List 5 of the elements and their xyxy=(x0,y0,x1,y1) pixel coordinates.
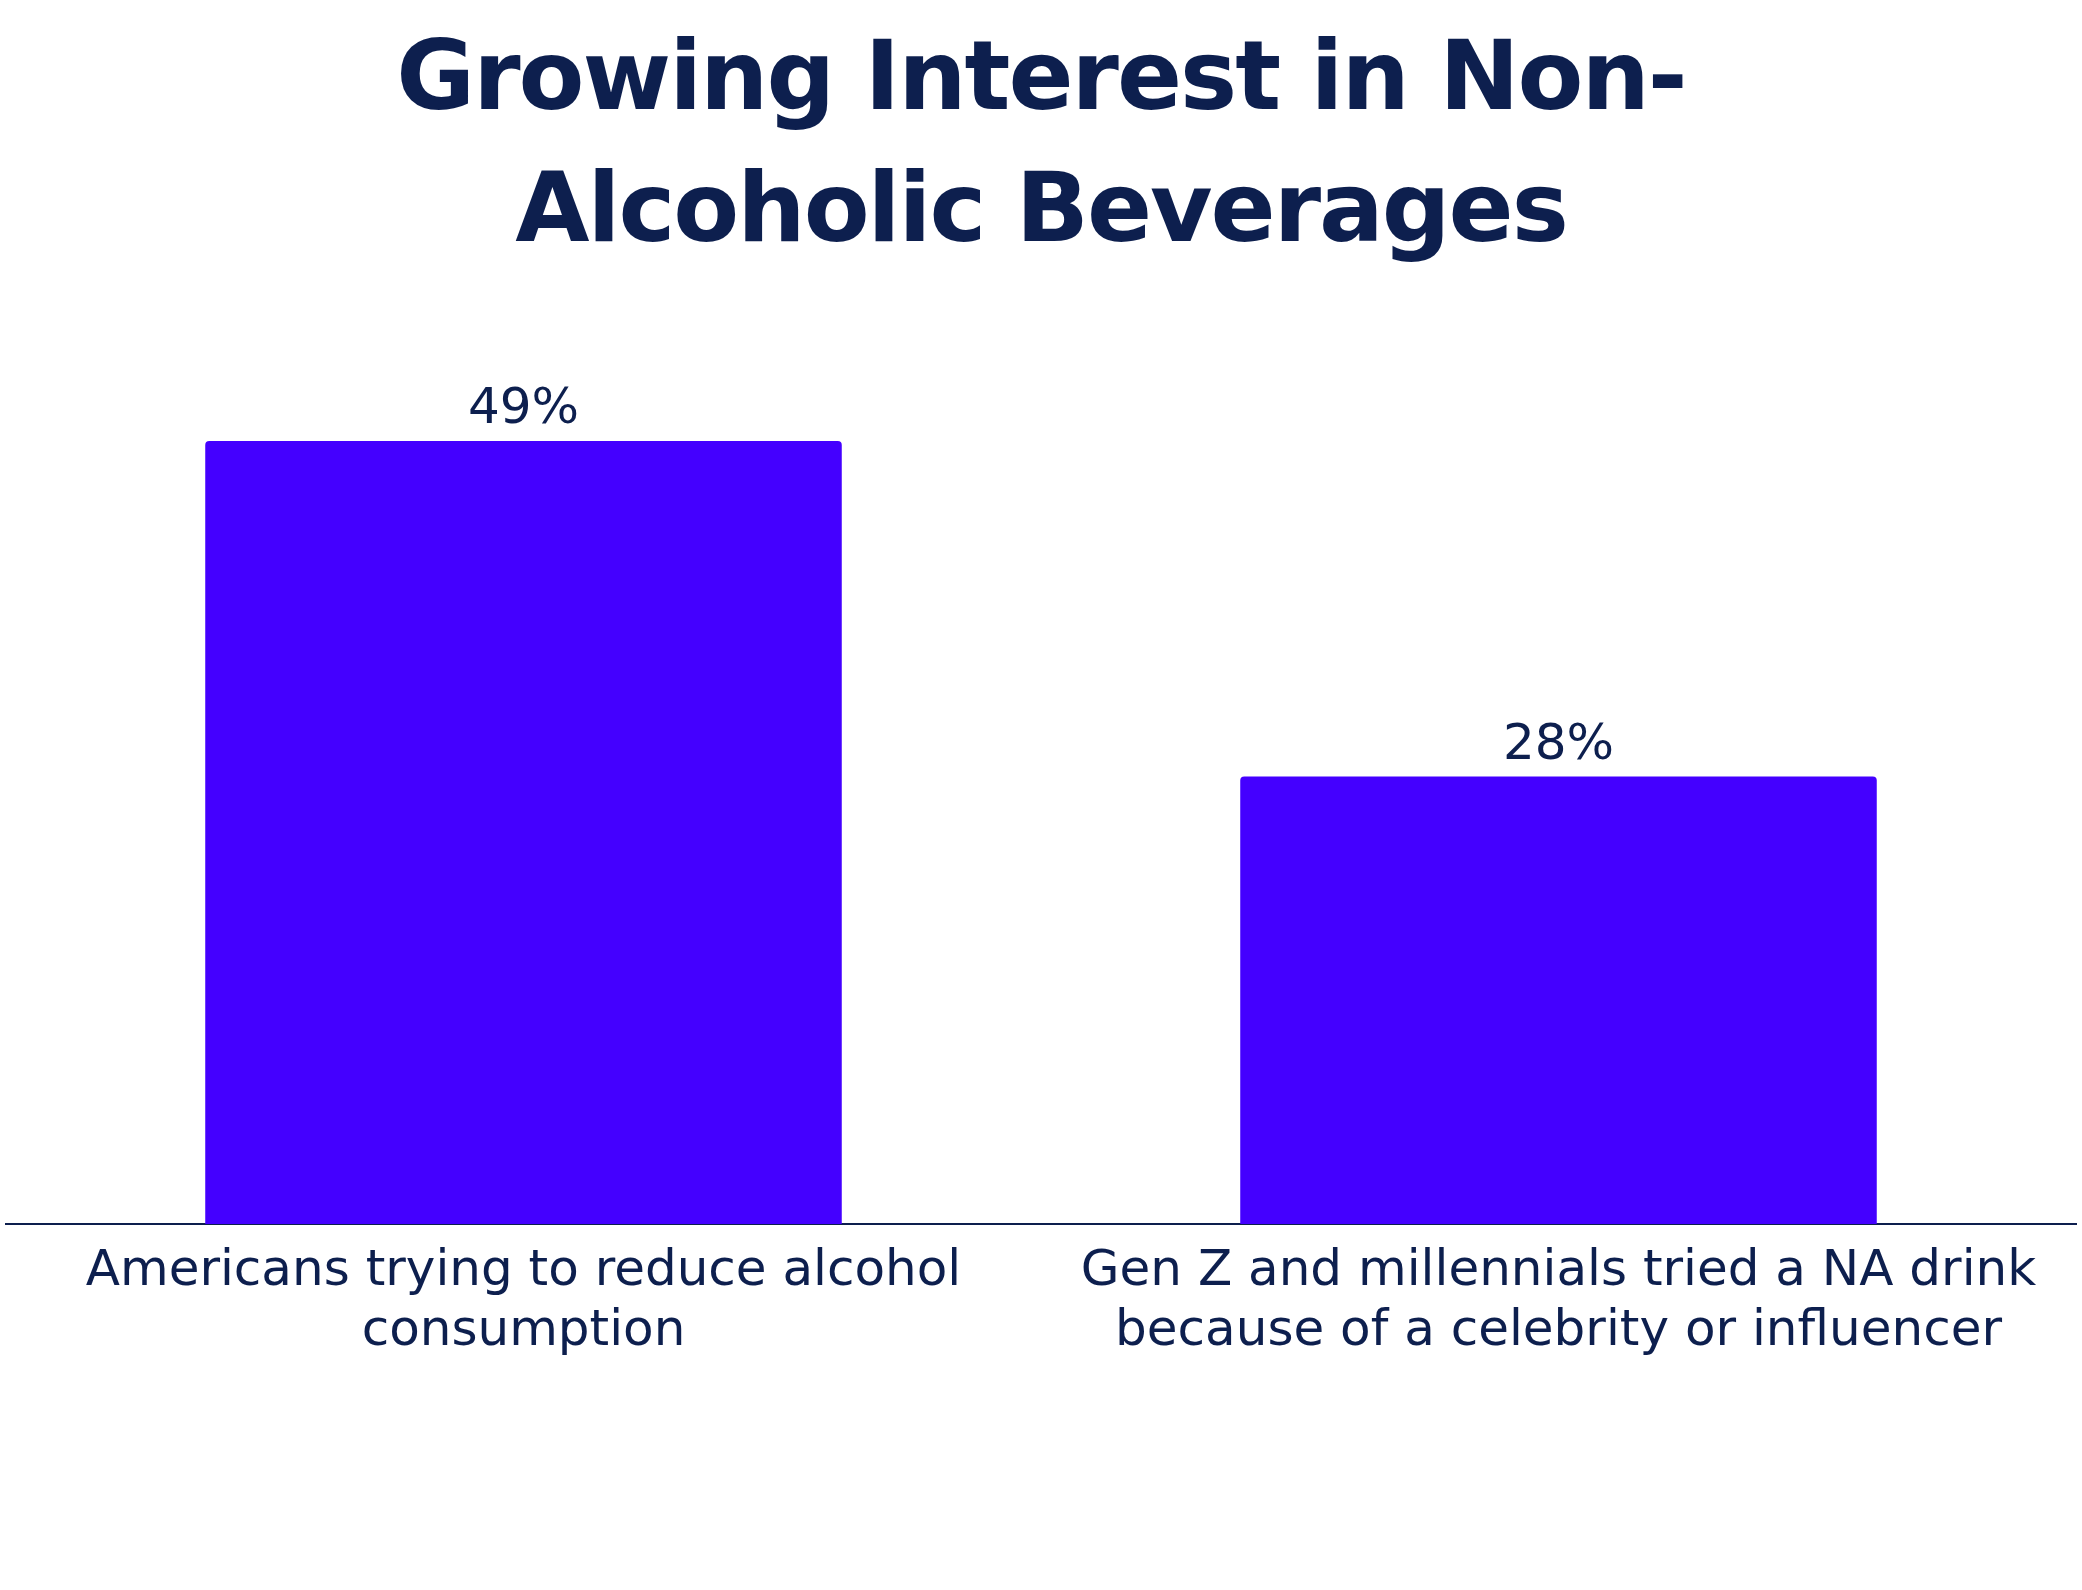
chart-title: Growing Interest in Non-Alcoholic Beverages xyxy=(395,19,1687,266)
data-label: 28% xyxy=(1502,712,1615,771)
x-tick-label: Americans trying to reduce alcohol consumption xyxy=(85,1238,962,1357)
data-label: 49% xyxy=(467,376,580,435)
x-tick-label: Gen Z and millennials tried a NA drink because of a celebrity or influencer xyxy=(1080,1238,2037,1357)
